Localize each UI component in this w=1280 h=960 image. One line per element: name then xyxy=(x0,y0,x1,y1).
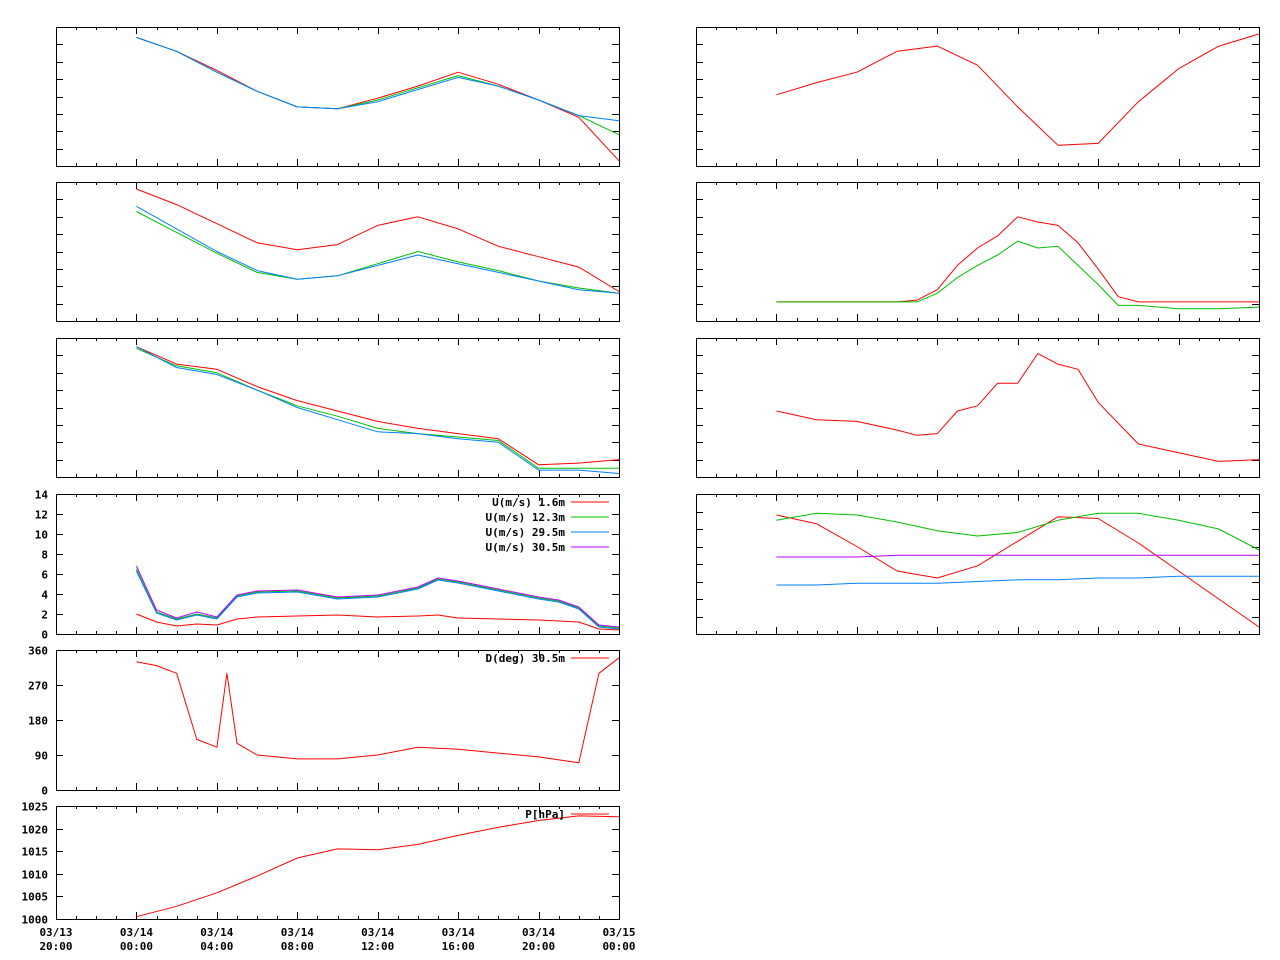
series-line-blue xyxy=(135,570,620,630)
y-tick-label: 1020 xyxy=(22,824,49,837)
x-tick-label-date: 03/14 xyxy=(361,926,394,939)
x-tick-label-date: 03/15 xyxy=(602,926,635,939)
y-tick-label: 14 xyxy=(35,489,49,502)
panel-right-1 xyxy=(696,27,1260,167)
y-tick-label: 12 xyxy=(35,509,48,522)
panel-right-2 xyxy=(696,182,1260,322)
series-line-purple xyxy=(135,565,620,628)
plot-frame xyxy=(696,338,1260,478)
x-tick-label-date: 03/14 xyxy=(442,926,475,939)
y-tick-label: 90 xyxy=(35,750,48,763)
series-line-red xyxy=(776,514,1260,628)
series-line-red xyxy=(776,33,1260,146)
y-tick-label: 10 xyxy=(35,529,48,542)
legend-label: U(m/s) 1.6m xyxy=(492,496,565,509)
series-line-red xyxy=(136,188,620,292)
y-tick-label: 180 xyxy=(28,715,48,728)
series-line-green xyxy=(136,36,620,136)
series-line-red xyxy=(776,353,1260,462)
panel-pressure: 10001005101010151020102503/1320:0003/140… xyxy=(22,801,636,954)
series-line-green xyxy=(776,240,1260,310)
plot-frame xyxy=(56,27,620,167)
y-tick-label: 1005 xyxy=(22,891,49,904)
panel-left-1 xyxy=(56,27,620,167)
legend-label: U(m/s) 29.5m xyxy=(486,526,566,539)
x-tick-label-time: 20:00 xyxy=(39,940,72,953)
x-tick-label-time: 20:00 xyxy=(522,940,555,953)
y-tick-label: 2 xyxy=(41,609,48,622)
y-tick-label: 0 xyxy=(41,785,48,798)
panel-left-3 xyxy=(56,338,620,478)
plot-frame xyxy=(56,182,620,322)
series-line-blue xyxy=(136,346,620,474)
series-line-purple xyxy=(776,554,1259,558)
x-tick-label-time: 04:00 xyxy=(200,940,233,953)
legend-label: D(deg) 30.5m xyxy=(486,652,566,665)
plot-frame xyxy=(56,650,620,791)
series-line-red xyxy=(776,216,1259,303)
series-line-blue xyxy=(136,36,620,122)
plot-frame xyxy=(56,338,620,478)
y-tick-label: 4 xyxy=(41,589,48,602)
y-tick-label: 270 xyxy=(28,680,48,693)
panel-left-2 xyxy=(56,182,620,322)
x-tick-label-date: 03/14 xyxy=(281,926,314,939)
legend-label: U(m/s) 12.3m xyxy=(486,511,566,524)
x-tick-label-time: 12:00 xyxy=(361,940,394,953)
x-tick-label-time: 08:00 xyxy=(281,940,314,953)
series-line-green xyxy=(136,347,619,469)
legend-label: U(m/s) 30.5m xyxy=(486,541,566,554)
y-tick-label: 1000 xyxy=(22,914,49,927)
y-tick-label: 6 xyxy=(41,569,48,582)
plot-frame xyxy=(56,806,620,920)
panel-wind-direction: 0 90 180 270 360 D(deg) 30.5m xyxy=(28,645,620,798)
panel-right-4 xyxy=(696,494,1260,635)
series-line-red xyxy=(136,657,620,764)
y-tick-label: 1015 xyxy=(22,846,49,859)
y-tick-label: 1025 xyxy=(22,801,49,814)
x-tick-label-date: 03/14 xyxy=(522,926,555,939)
x-tick-label-date: 03/14 xyxy=(120,926,153,939)
y-tick-label: 1010 xyxy=(22,869,49,882)
series-line-blue xyxy=(136,205,620,294)
legend-label: P[hPa] xyxy=(525,808,565,821)
plot-frame xyxy=(696,27,1260,167)
series-line-red xyxy=(136,613,620,631)
x-tick-label-time: 16:00 xyxy=(442,940,475,953)
x-tick-label-date: 03/14 xyxy=(200,926,233,939)
series-line-green xyxy=(136,211,620,294)
x-tick-label-time: 00:00 xyxy=(602,940,635,953)
x-tick-label-date: 03/13 xyxy=(39,926,72,939)
series-line-red xyxy=(136,36,620,162)
panel-wind-speed: 0 2 4 6 8 10 12 14 U(m/s) 1.6m U(m/s) 12.3m U(m/s)… xyxy=(35,489,620,642)
series-line-blue xyxy=(776,575,1259,586)
y-tick-label: 0 xyxy=(41,629,48,642)
panel-right-3 xyxy=(696,338,1260,478)
series-line-green xyxy=(776,512,1260,551)
series-line-green xyxy=(135,568,620,629)
plot-frame xyxy=(696,182,1260,322)
y-tick-label: 360 xyxy=(28,645,48,658)
series-line-red xyxy=(136,346,620,466)
y-tick-label: 8 xyxy=(41,549,48,562)
series-line-red xyxy=(136,815,620,918)
x-tick-label-time: 00:00 xyxy=(120,940,153,953)
